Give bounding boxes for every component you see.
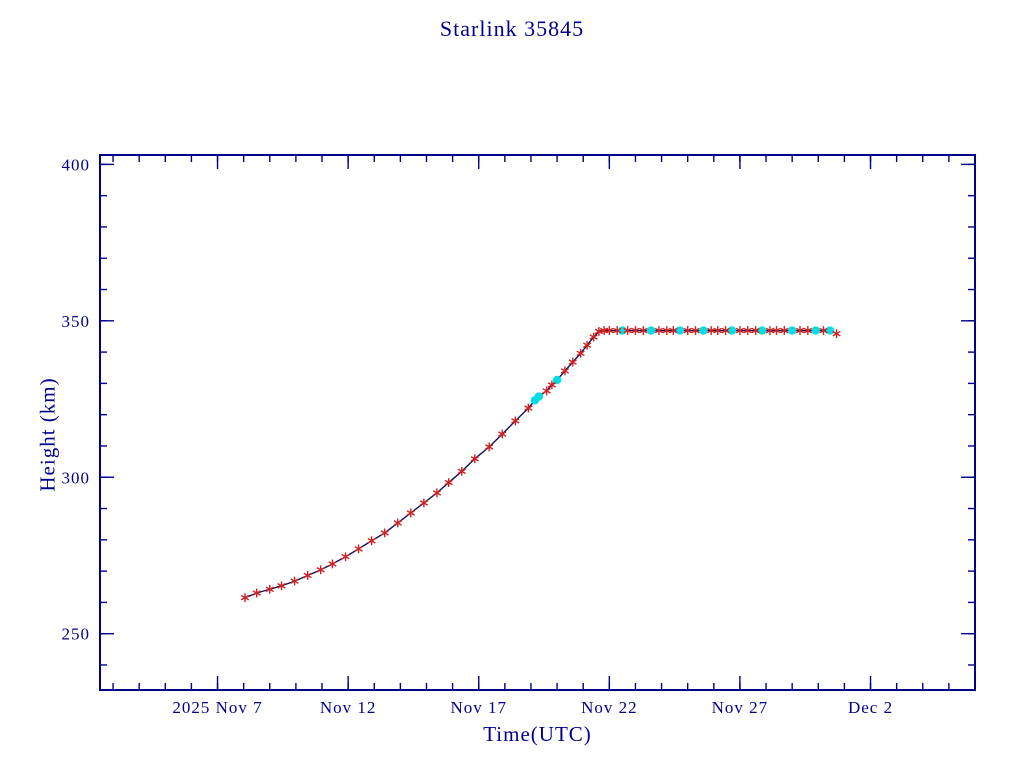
chart-title: Starlink 35845 [439,16,585,41]
red-asterisk-marker [662,326,671,335]
red-asterisk-marker [547,380,557,390]
red-asterisk-markers [240,326,841,603]
red-asterisk-marker [542,386,551,396]
red-asterisk-marker [623,326,632,335]
red-asterisk-marker [631,326,640,335]
red-asterisk-marker [406,508,415,518]
red-asterisk-marker [832,329,841,339]
red-asterisk-marker [290,576,299,586]
cyan-dot-marker [699,326,708,335]
red-asterisk-marker [341,552,350,562]
x-tick-labels: 2025 Nov 7 Nov 12 Nov 17 Nov 22 Nov 27 Dec 2 [172,698,893,717]
red-asterisk-marker [707,326,716,335]
x-tick-label: Nov 17 [450,698,507,717]
cyan-dot-marker [675,326,685,335]
red-asterisk-marker [589,332,598,342]
red-asterisk-marker [721,326,730,335]
red-asterisk-marker [367,536,376,546]
red-asterisk-marker [683,326,692,335]
red-asterisk-marker [795,326,805,335]
red-asterisk-marker [380,528,389,538]
x-tick-label: Nov 22 [581,698,638,717]
y-tick-label: 400 [62,155,91,174]
cyan-dot-marker [825,326,835,335]
red-asterisk-marker [511,416,520,426]
cyan-dot-marker [727,326,737,335]
y-tick-label: 250 [62,625,91,644]
red-asterisk-marker [432,488,442,498]
red-asterisk-marker [751,326,760,335]
cyan-dot-marker [757,326,767,335]
height-series-line [244,329,837,599]
red-asterisk-marker [594,327,604,336]
x-tick-label: Dec 2 [848,698,893,717]
x-tick-label: 2025 Nov 7 [172,698,262,717]
red-asterisk-marker [582,340,592,350]
y-tick-labels: 250 300 350 400 [62,155,91,644]
x-axis-title: Time(UTC) [483,722,592,746]
y-tick-label: 350 [62,312,91,331]
red-asterisk-marker [419,498,429,508]
x-tick-label: Nov 12 [320,698,377,717]
red-asterisk-marker [819,326,828,335]
red-asterisk-marker [524,403,533,413]
red-asterisk-marker [277,581,286,591]
red-asterisk-marker [560,366,570,376]
red-asterisk-marker [470,454,479,464]
red-asterisk-marker [568,357,577,367]
red-asterisk-marker [444,478,453,487]
red-asterisk-marker [328,559,337,569]
red-asterisk-marker [252,588,261,598]
cyan-dot-marker [534,392,544,401]
red-asterisk-marker [765,326,775,335]
red-asterisk-marker [654,326,664,335]
red-asterisk-marker [354,544,363,554]
red-asterisk-marker [772,326,781,335]
plot-frame [99,154,976,691]
red-asterisk-marker [457,466,466,476]
cyan-dot-marker [646,326,656,335]
cyan-dot-marker [787,326,797,335]
red-asterisk-marker [669,326,678,335]
red-asterisk-marker [316,565,325,575]
red-asterisk-marker [639,326,648,335]
red-asterisk-marker [303,571,312,580]
red-asterisk-marker [743,326,752,335]
cyan-dot-marker [811,326,820,335]
red-asterisk-marker [485,442,494,452]
red-asterisk-marker [780,326,789,335]
y-tick-label: 300 [62,468,91,487]
red-asterisk-marker [735,326,745,335]
red-asterisk-marker [605,326,614,335]
red-asterisk-marker [393,518,402,528]
x-tick-label: Nov 27 [712,698,769,717]
red-asterisk-marker [803,326,812,335]
axis-ticks [100,155,976,690]
red-asterisk-marker [691,326,700,335]
red-asterisk-marker [265,584,274,594]
red-asterisk-marker [240,593,250,603]
red-asterisk-marker [576,348,585,358]
cyan-dot-markers [530,326,835,405]
cyan-dot-marker [552,375,562,385]
red-asterisk-marker [498,429,507,439]
red-asterisk-marker [713,326,722,335]
y-axis-title: Height (km) [35,377,60,492]
red-asterisk-marker [613,326,622,335]
cyan-dot-marker [618,326,627,335]
